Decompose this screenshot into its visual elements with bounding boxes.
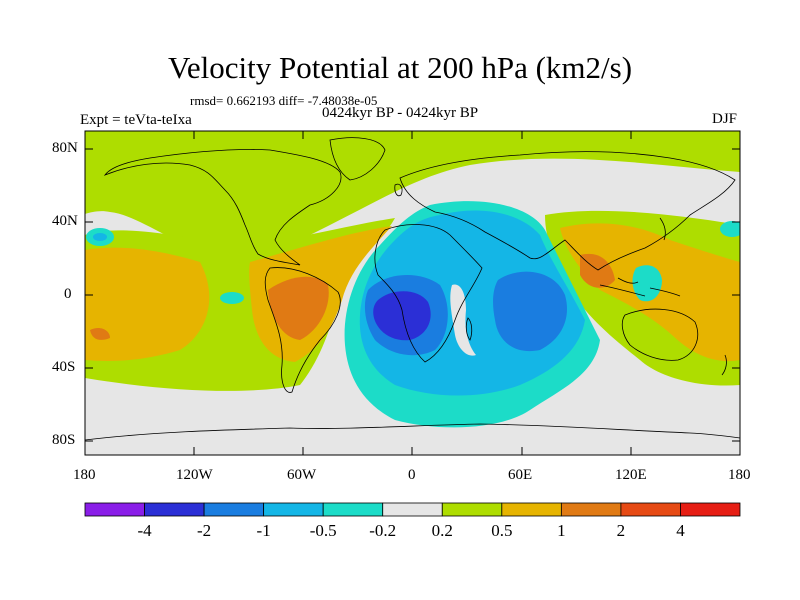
colorbar-box	[144, 502, 205, 517]
y-label-80n: 80N	[52, 140, 78, 156]
x-label-0: 0	[408, 467, 416, 483]
coast-indonesia	[599, 277, 681, 297]
coast-south-america	[264, 267, 341, 393]
colorbar	[84, 502, 741, 517]
y-label-0: 0	[64, 286, 72, 302]
colorbar-box	[203, 502, 265, 517]
colorbar-box	[560, 502, 622, 517]
colorbar-box	[263, 502, 324, 517]
colorbar-box	[501, 502, 562, 517]
region-0.5-to-1-pacific	[85, 247, 210, 361]
coast-new-zealand	[721, 354, 727, 376]
x-label-60w: 60W	[287, 467, 317, 483]
colorbar-label: 2	[616, 521, 626, 540]
colorbar-label: 0.2	[431, 521, 453, 540]
experiment-label: Expt = teVta-teIxa	[80, 112, 192, 128]
y-label-40n: 40N	[52, 213, 78, 229]
coast-uk	[394, 183, 403, 197]
colorbar-label: -0.5	[309, 521, 337, 540]
region-neg2-to-neg4	[373, 291, 431, 341]
colorbar-box	[84, 502, 145, 517]
x-label-120w: 120W	[176, 467, 213, 483]
coast-antarctica	[85, 423, 740, 441]
x-label-180-right: 180	[728, 467, 751, 483]
colorbar-label: 1	[557, 521, 566, 540]
season-label: DJF	[712, 111, 738, 127]
region-1-to-2-asia	[580, 253, 615, 288]
colorbar-box	[441, 502, 503, 517]
coastlines	[85, 137, 740, 441]
x-label-120e: 120E	[615, 467, 647, 483]
region-neg0.5-pacific-north	[93, 233, 107, 241]
plot-title: Velocity Potential at 200 hPa (km2/s)	[167, 50, 633, 85]
x-label-60e: 60E	[508, 467, 533, 483]
region-neg0.2-east	[720, 221, 740, 237]
coast-australia	[621, 308, 699, 361]
coast-africa	[374, 224, 483, 363]
y-label-80s: 80S	[52, 432, 76, 448]
region-positive-madagascar	[450, 284, 476, 356]
stats-line: rmsd= 0.662193 diff= -7.48038e-05	[190, 93, 378, 108]
colorbar-label: -1	[256, 521, 271, 540]
colorbar-label: 0.5	[491, 521, 513, 540]
region-neg0.2-maritime	[632, 265, 662, 302]
colorbar-box	[322, 502, 384, 517]
region-neg0.2-atlantic	[220, 292, 244, 304]
y-ticks	[85, 148, 740, 442]
shaded-field	[85, 131, 740, 455]
x-label-180-left: 180	[73, 467, 96, 483]
coast-japan	[659, 217, 666, 241]
y-label-40s: 40S	[52, 359, 76, 375]
region-neg1-to-neg2-indian	[493, 271, 568, 352]
coast-europe-asia	[399, 151, 736, 271]
x-ticks	[193, 131, 632, 455]
colorbar-box	[620, 502, 681, 517]
colorbar-label: 4	[676, 521, 685, 540]
coast-madagascar	[465, 317, 473, 341]
colorbar-box	[382, 502, 443, 517]
colorbar-box	[680, 502, 741, 517]
coast-north-america	[103, 149, 342, 266]
region-1-to-2-pacific	[90, 327, 110, 340]
region-1-to-2-s-america	[268, 276, 329, 340]
colorbar-label: -0.2	[369, 521, 397, 540]
period-label: 0424kyr BP - 0424kyr BP	[322, 105, 479, 121]
colorbar-label: -2	[196, 521, 212, 540]
region-0.2-to-0.5-north	[85, 131, 740, 261]
coast-greenland	[329, 137, 386, 181]
colorbar-label: -4	[137, 521, 152, 540]
